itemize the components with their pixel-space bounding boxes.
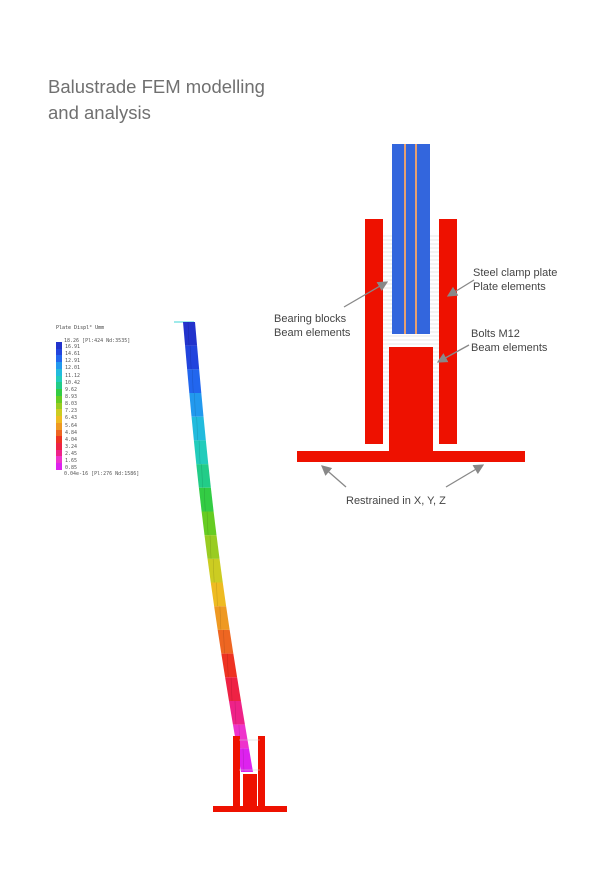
legend-swatch <box>56 449 62 457</box>
restrained-label: Restrained in X, Y, Z <box>346 494 446 508</box>
legend-tick: 11.12 <box>65 372 81 379</box>
legend-tick: 12.91 <box>65 358 81 365</box>
title-line-1: Balustrade FEM modelling <box>48 76 265 97</box>
panel-segment <box>187 369 202 394</box>
bolts-line-2: Beam elements <box>471 342 548 354</box>
panel-segment <box>193 440 209 465</box>
deformed-glass-panel <box>183 321 253 773</box>
bearing-line-2: Beam elements <box>274 327 351 339</box>
title-line-2: and analysis <box>48 102 151 123</box>
legend-swatch <box>56 436 62 444</box>
restrained-arrow-right <box>445 464 485 488</box>
legend-swatch <box>56 389 62 396</box>
legend-swatch <box>56 456 62 464</box>
legend-swatch <box>56 409 62 417</box>
bolts-label: Bolts M12 Beam elements <box>471 327 547 355</box>
panel-segment <box>217 629 234 654</box>
legend-tick: 8.93 <box>65 393 78 400</box>
legend-swatch <box>56 443 62 450</box>
panel-segment <box>191 416 206 441</box>
steel-clamp-line-2: Plate elements <box>473 281 546 293</box>
legend-color-bar <box>56 342 62 470</box>
legend-tick: 10.42 <box>65 379 81 386</box>
left-clamp-plate <box>365 219 383 444</box>
panel-segment <box>204 535 220 559</box>
legend-tick: 9.62 <box>65 386 78 393</box>
legend-ticks: 16.91 14.61 12.91 12.01 11.12 10.42 9.62 8.93 8.… <box>65 344 80 473</box>
deformed-balustrade-plot <box>174 321 287 812</box>
legend-swatch <box>56 368 62 376</box>
right-clamp-plate <box>439 219 457 444</box>
legend-tick: 7.23 <box>65 408 78 415</box>
legend-swatch <box>56 382 62 390</box>
base-plate <box>297 451 525 462</box>
legend-tick: 6.43 <box>65 415 78 422</box>
restrained-text: Restrained in X, Y, Z <box>346 495 446 507</box>
bearing-line-1: Bearing blocks <box>274 313 347 325</box>
small-clamp-left <box>233 736 240 806</box>
legend-tick: 4.84 <box>65 429 78 436</box>
panel-segment <box>183 322 198 346</box>
legend-swatch <box>56 348 62 356</box>
small-bearing-block <box>243 774 257 806</box>
panel-segment <box>207 558 223 583</box>
panel-segment <box>196 464 211 488</box>
legend-tick: 8.03 <box>65 401 78 408</box>
legend-tick: 16.91 <box>65 344 81 350</box>
legend-tick: 1.65 <box>65 458 78 465</box>
steel-clamp-label: Steel clamp plate Plate elements <box>473 266 557 294</box>
legend-tick: 5.64 <box>65 422 78 429</box>
clamp-detail <box>297 144 525 488</box>
displacement-legend: Plate Displ° Umm 18.26 [Pl:424 Nd:3535] … <box>56 325 186 481</box>
panel-segment <box>198 487 214 512</box>
legend-swatch <box>56 355 62 363</box>
legend-min: 0.04e-16 [Pl:276 Nd:1586] <box>64 471 140 477</box>
legend-swatch <box>56 422 62 430</box>
bearing-arrow <box>343 281 389 308</box>
legend-tick: 4.04 <box>65 436 78 443</box>
legend-swatch <box>56 463 62 470</box>
legend-tick: 0.85 <box>65 465 78 472</box>
legend-swatch <box>56 402 62 410</box>
legend-swatch <box>56 362 62 369</box>
panel-segment <box>189 393 204 417</box>
panel-segment <box>221 653 238 678</box>
legend-tick: 2.45 <box>65 451 78 458</box>
legend-swatch <box>56 429 62 437</box>
small-clamp <box>213 736 287 812</box>
panel-segment <box>201 511 217 536</box>
panel-segment <box>236 748 253 772</box>
legend-tick: 14.61 <box>65 351 81 358</box>
panel-segment <box>225 677 241 701</box>
legend-tick: 12.01 <box>65 365 81 372</box>
page-title: Balustrade FEM modelling and analysis <box>48 74 308 126</box>
legend-swatch <box>56 375 62 383</box>
legend-max: 18.26 [Pl:424 Nd:3535] <box>64 338 131 344</box>
legend-swatch <box>56 342 62 349</box>
small-clamp-right <box>258 736 265 806</box>
panel-segment <box>185 345 200 370</box>
bearing-blocks-label: Bearing blocks Beam elements <box>274 312 350 340</box>
legend-tick: 3.24 <box>65 443 78 450</box>
steel-clamp-line-1: Steel clamp plate <box>473 267 558 279</box>
legend-swatch <box>56 395 62 403</box>
panel-segment <box>210 582 227 607</box>
legend-header: Plate Displ° Umm <box>56 325 105 331</box>
bearing-block-base <box>389 347 433 451</box>
panel-segment <box>214 606 230 630</box>
bolts-arrow <box>436 344 470 363</box>
small-base-plate <box>213 806 287 812</box>
glass-panel-section <box>392 144 430 334</box>
restrained-arrow-left <box>321 465 347 488</box>
legend-swatch <box>56 416 62 423</box>
clamp-arrow <box>446 279 475 297</box>
bolts-line-1: Bolts M12 <box>471 328 520 340</box>
panel-segment <box>228 700 245 725</box>
